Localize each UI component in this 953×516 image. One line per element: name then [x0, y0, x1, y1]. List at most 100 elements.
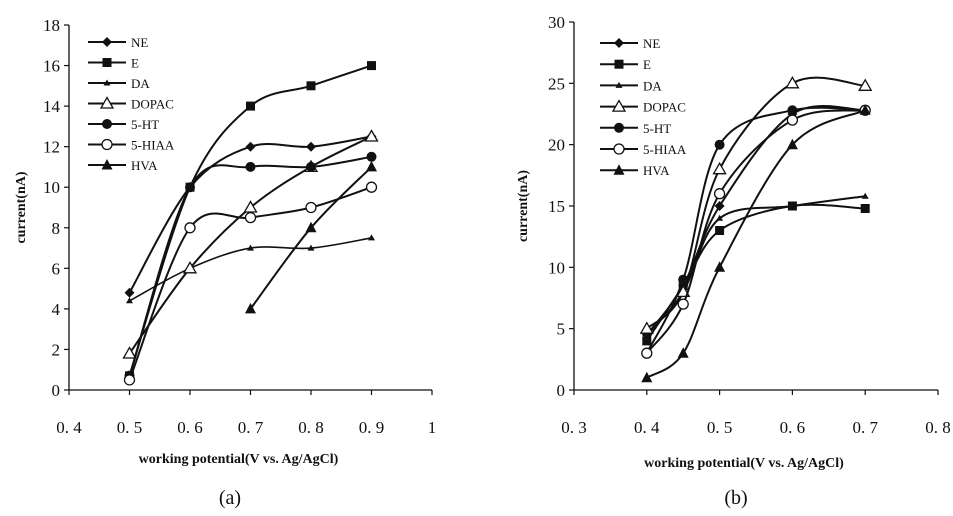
x-tick-label-3: 0. 6	[780, 418, 806, 437]
legend-e-label: E	[131, 56, 139, 71]
legend-da-label: DA	[643, 78, 662, 93]
y-tick-label-7: 14	[43, 97, 61, 116]
legend-ne-label: NE	[131, 35, 148, 50]
legend: NE E DA DOPAC 5-HT 5-HIAA HVA	[600, 36, 687, 178]
series-dopac-point-2	[712, 161, 727, 175]
x-tick-label-1: 0. 5	[117, 418, 143, 437]
series-5-hiaa-point-4	[365, 181, 378, 193]
y-tick-label-4: 8	[52, 219, 61, 238]
series-5-hiaa-point-0	[641, 347, 653, 359]
legend-da-point-marker	[103, 79, 111, 86]
series-e-point-4	[367, 61, 376, 71]
y-tick-label-3: 15	[548, 197, 565, 216]
series-e-point-3	[306, 81, 316, 91]
legend-hva-point-marker	[101, 159, 113, 170]
series-hva-point-4	[859, 104, 871, 115]
y-tick-label-2: 4	[52, 300, 61, 319]
legend-dopac-label: DOPAC	[131, 97, 174, 112]
series-da-point-4	[368, 234, 375, 241]
legend-hva-point-marker	[613, 164, 625, 175]
y-tick-label-1: 2	[52, 340, 61, 359]
x-tick-label-6: 1	[428, 418, 437, 437]
series-5-hiaa-point-2	[244, 211, 257, 224]
series-dopac-point-4	[364, 129, 379, 142]
series-e-line	[645, 203, 866, 342]
y-tick-label-1: 5	[557, 320, 566, 339]
series-dopac-point-0	[122, 346, 137, 359]
series-ne-point-2	[245, 141, 256, 152]
series-hva-point-2	[714, 261, 726, 272]
series-e-point-2	[246, 101, 255, 111]
series-dopac-point-0	[639, 321, 654, 334]
y-tick-label-0: 0	[52, 381, 61, 400]
series-e-point-0	[642, 336, 652, 346]
x-tick-label-1: 0. 4	[634, 418, 660, 437]
series-da-point-2	[716, 214, 724, 221]
legend-ne-label: NE	[643, 36, 660, 51]
legend-5-ht-label: 5-HT	[643, 121, 671, 136]
series-5-ht-point-3	[787, 105, 798, 116]
x-axis-title: working potential(V vs. Ag/AgCl)	[139, 452, 339, 467]
y-tick-label-5: 10	[43, 178, 60, 197]
x-tick-label-4: 0. 8	[298, 418, 324, 437]
series-da-point-0	[126, 297, 133, 304]
series-dopac	[639, 75, 873, 334]
series-da-point-3	[788, 202, 796, 209]
series-5-hiaa-point-3	[786, 114, 799, 126]
panel-label: (a)	[219, 487, 241, 509]
series-hva-line	[249, 166, 373, 310]
series-5-hiaa-point-3	[305, 201, 317, 214]
x-tick-label-4: 0. 7	[852, 418, 878, 437]
y-tick-label-3: 6	[52, 259, 61, 278]
legend-5-hiaa-label: 5-HIAA	[643, 142, 687, 157]
chart-panel-b: 0 5 10 15 20 25 30 0. 3 0. 4 0. 5 0. 6 0. 7 0. 8 curr…	[516, 13, 951, 509]
series-hva	[641, 104, 871, 383]
series-5-hiaa-line	[128, 186, 372, 381]
legend-da-label: DA	[131, 76, 150, 91]
series-da	[126, 234, 375, 304]
legend-e-label: E	[643, 57, 651, 72]
legend-5-hiaa-point-marker	[613, 143, 625, 155]
series-e-point-2	[715, 226, 725, 235]
y-tick-label-6: 12	[43, 138, 60, 157]
x-tick-label-2: 0. 6	[177, 418, 203, 437]
legend-dopac-point-marker	[611, 99, 627, 112]
series-5-hiaa	[641, 104, 871, 359]
x-tick-label-5: 0. 9	[359, 418, 385, 437]
legend-e-point-marker	[614, 59, 624, 69]
series-5-ht-point-4	[366, 151, 377, 162]
legend-5-ht-label: 5-HT	[131, 117, 159, 132]
series-hva-point-2	[366, 160, 377, 172]
chart-panel-a: 0 2 4 6 8 10 12 14 16 18 0. 4 0. 5 0. 6 0. 7 0. 8 0. 9 1…	[14, 16, 436, 509]
series-dopac-point-3	[785, 75, 800, 89]
series-ne-point-0	[124, 287, 135, 298]
legend-5-ht-point-marker	[102, 119, 112, 129]
series-5-hiaa-point-2	[713, 188, 726, 200]
series-5-ht-line	[128, 155, 372, 377]
series-ne-point-2	[714, 201, 725, 211]
x-tick-label-3: 0. 7	[238, 418, 264, 437]
y-axis-title: current(nA)	[14, 171, 29, 243]
legend-ne-point-marker	[102, 37, 112, 47]
y-tick-label-0: 0	[557, 381, 566, 400]
legend-e-point-marker	[102, 58, 112, 67]
series-5-hiaa	[123, 181, 378, 386]
series-hva-point-0	[641, 371, 653, 383]
series-5-hiaa-point-0	[123, 374, 136, 386]
series-da-point-3	[307, 244, 315, 251]
legend-dopac-label: DOPAC	[643, 100, 686, 115]
x-tick-label-2: 0. 5	[707, 418, 733, 437]
legend-ne-point-marker	[614, 38, 624, 48]
series-dopac-point-1	[182, 260, 198, 274]
x-tick-label-0: 0. 3	[561, 418, 587, 437]
y-tick-label-2: 10	[548, 258, 565, 277]
legend: NE E DA DOPAC 5-HT 5-HIAA HVA	[88, 35, 175, 173]
series-ne-point-3	[306, 141, 316, 152]
series-5-hiaa-point-1	[677, 298, 689, 310]
legend-5-hiaa-point-marker	[101, 138, 113, 151]
x-tick-label-0: 0. 4	[56, 418, 82, 437]
x-axis-title: working potential(V vs. Ag/AgCl)	[644, 456, 844, 471]
legend-dopac-point-marker	[99, 96, 115, 109]
series-5-ht-point-3	[306, 161, 316, 172]
